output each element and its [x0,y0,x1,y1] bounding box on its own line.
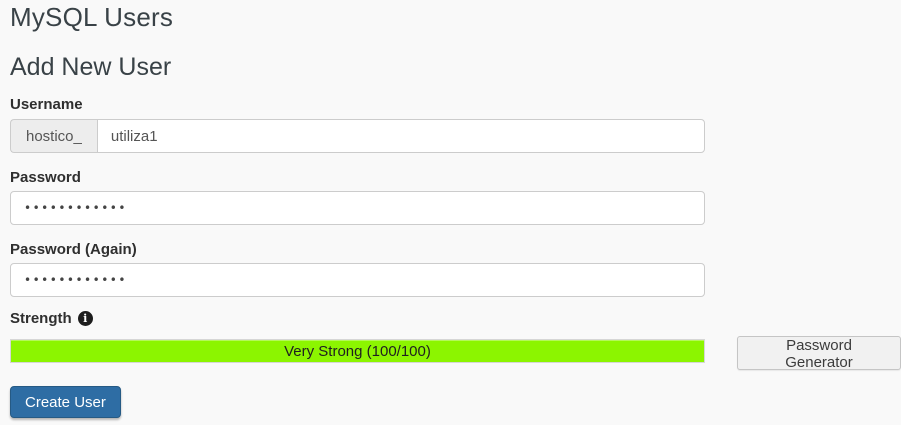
username-label: Username [10,96,83,113]
password-label: Password [10,169,81,186]
password-strength-meter: Very Strong (100/100) [10,339,705,363]
password-input[interactable] [10,191,705,225]
page-title: MySQL Users [10,2,174,32]
strength-meter-fill [11,340,704,362]
password-again-input[interactable] [10,263,705,297]
strength-label-row: Strength i [10,310,93,327]
section-heading-add-new-user: Add New User [10,53,172,81]
info-circle-icon[interactable]: i [77,311,93,326]
username-input-group: hostico_ [10,119,705,153]
strength-label: Strength [10,310,72,327]
strength-meter-text: Very Strong (100/100) [284,342,431,360]
create-user-button[interactable]: Create User [10,386,121,418]
username-input[interactable] [96,119,705,153]
username-prefix-addon: hostico_ [10,119,97,153]
password-generator-button[interactable]: Password Generator [737,336,901,371]
password-again-label: Password (Again) [10,241,137,258]
